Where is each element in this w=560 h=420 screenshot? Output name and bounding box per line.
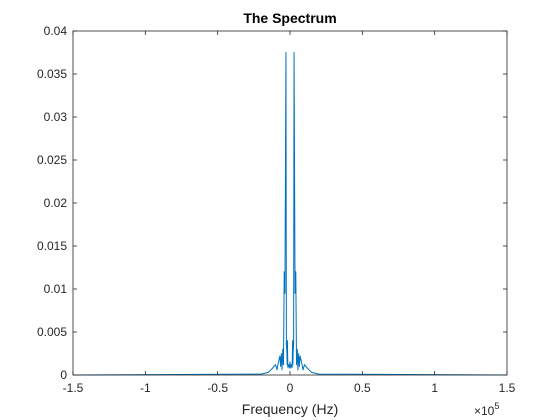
x-tick-label-1: -1 <box>140 381 151 395</box>
y-tick-label-1: 0.005 <box>37 325 67 339</box>
x-tick-label-3: 0 <box>287 381 294 395</box>
x-tick-label-4: 0.5 <box>354 381 371 395</box>
x-axis-exponent: ×105 <box>474 401 499 418</box>
x-exponent-power: 5 <box>494 401 499 411</box>
x-tick-label-0: -1.5 <box>63 381 84 395</box>
x-exponent-base: ×10 <box>474 404 495 418</box>
y-tick-label-4: 0.02 <box>44 196 68 210</box>
ticks-layer: -1.5 -1 -0.5 0 0.5 1 1.5 0 0.005 0.01 0.015 0.02 0.0… <box>37 24 516 395</box>
plot-area <box>73 31 507 375</box>
series-line-0 <box>72 52 508 376</box>
y-tick-label-0: 0 <box>60 368 67 382</box>
x-tick-label-5: 1 <box>431 381 438 395</box>
x-axis-title: Frequency (Hz) <box>242 401 338 417</box>
x-tick-label-2: -0.5 <box>207 381 228 395</box>
y-tick-label-3: 0.015 <box>37 239 67 253</box>
y-tick-label-7: 0.035 <box>37 67 67 81</box>
y-tick-label-2: 0.01 <box>44 282 68 296</box>
y-tick-label-8: 0.04 <box>44 24 68 38</box>
y-tick-label-6: 0.03 <box>44 110 68 124</box>
y-tick-label-5: 0.025 <box>37 153 67 167</box>
x-tick-label-6: 1.5 <box>499 381 516 395</box>
chart-title: The Spectrum <box>243 10 336 26</box>
series-layer <box>72 52 508 376</box>
